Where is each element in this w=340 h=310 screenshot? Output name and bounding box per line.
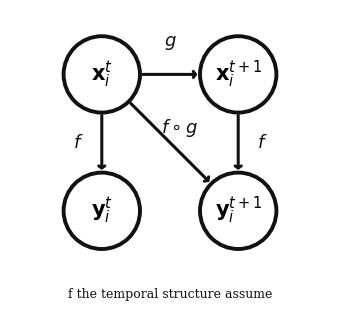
- Circle shape: [64, 173, 140, 249]
- Text: $f$: $f$: [73, 134, 84, 152]
- Text: $g$: $g$: [164, 34, 176, 52]
- Text: $f \circ g$: $f \circ g$: [161, 117, 198, 139]
- Text: $\mathbf{x}_i^t$: $\mathbf{x}_i^t$: [91, 59, 113, 90]
- Circle shape: [200, 36, 276, 113]
- Text: f the temporal structure assume: f the temporal structure assume: [68, 288, 272, 301]
- Text: $\mathbf{y}_i^{t+1}$: $\mathbf{y}_i^{t+1}$: [215, 195, 262, 226]
- Circle shape: [64, 36, 140, 113]
- Text: $f$: $f$: [257, 134, 268, 152]
- Circle shape: [200, 173, 276, 249]
- Text: $\mathbf{x}_i^{t+1}$: $\mathbf{x}_i^{t+1}$: [215, 59, 262, 90]
- Text: $\mathbf{y}_i^t$: $\mathbf{y}_i^t$: [91, 195, 113, 226]
